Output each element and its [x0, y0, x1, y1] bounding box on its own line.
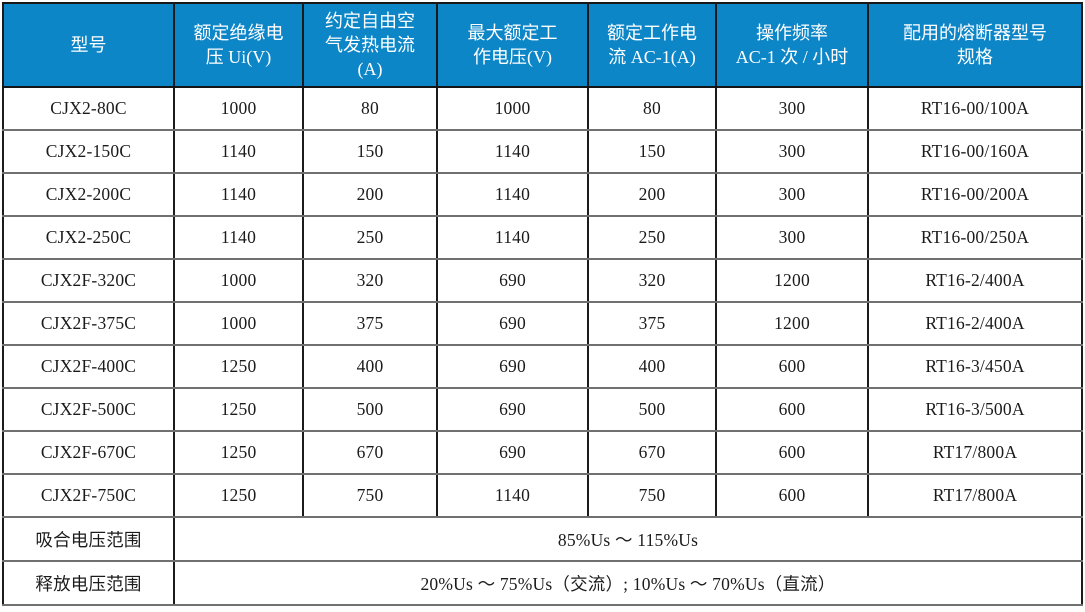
- cell-max-voltage: 1140: [436, 172, 589, 217]
- cell-max-voltage: 1140: [436, 129, 589, 174]
- cell-fuse: RT17/800A: [867, 473, 1083, 518]
- cell-insulation-voltage: 1140: [173, 129, 304, 174]
- cell-max-voltage: 690: [436, 430, 589, 475]
- cell-frequency: 600: [715, 387, 869, 432]
- table-row: CJX2F-320C 1000 320 690 320 1200 RT16-2/…: [2, 258, 1083, 303]
- cell-frequency: 600: [715, 430, 869, 475]
- cell-working-current: 250: [587, 215, 717, 260]
- cell-model: CJX2-150C: [2, 129, 175, 174]
- cell-thermal-current: 670: [302, 430, 438, 475]
- cell-max-voltage: 1140: [436, 473, 589, 518]
- cell-working-current: 400: [587, 344, 717, 389]
- cell-working-current: 320: [587, 258, 717, 303]
- cell-working-current: 670: [587, 430, 717, 475]
- cell-frequency: 300: [715, 86, 869, 131]
- cell-thermal-current: 80: [302, 86, 438, 131]
- cell-max-voltage: 1140: [436, 215, 589, 260]
- column-header-model: 型号: [2, 2, 175, 88]
- column-header-max-working-voltage: 最大额定工 作电压(V): [436, 2, 589, 88]
- release-voltage-value: 20%Us ～ 75%Us（交流）; 10%Us ～ 70%Us（直流）: [173, 560, 1083, 606]
- cell-frequency: 300: [715, 215, 869, 260]
- cell-max-voltage: 690: [436, 301, 589, 346]
- cell-frequency: 600: [715, 473, 869, 518]
- cell-thermal-current: 500: [302, 387, 438, 432]
- table-header: 型号 额定绝缘电 压 Ui(V) 约定自由空 气发热电流 (A) 最大额定工 作…: [2, 2, 1083, 88]
- cell-model: CJX2F-750C: [2, 473, 175, 518]
- cell-thermal-current: 200: [302, 172, 438, 217]
- table-row: CJX2F-375C 1000 375 690 375 1200 RT16-2/…: [2, 301, 1083, 346]
- column-header-rated-working-current: 额定工作电 流 AC-1(A): [587, 2, 717, 88]
- table-row: CJX2F-500C 1250 500 690 500 600 RT16-3/5…: [2, 387, 1083, 432]
- cell-insulation-voltage: 1250: [173, 344, 304, 389]
- cell-fuse: RT16-2/400A: [867, 258, 1083, 303]
- cell-model: CJX2F-400C: [2, 344, 175, 389]
- cell-working-current: 500: [587, 387, 717, 432]
- cell-fuse: RT16-00/200A: [867, 172, 1083, 217]
- column-header-operating-frequency: 操作频率 AC-1 次 / 小时: [715, 2, 869, 88]
- cell-model: CJX2-200C: [2, 172, 175, 217]
- cell-fuse: RT17/800A: [867, 430, 1083, 475]
- cell-fuse: RT16-3/450A: [867, 344, 1083, 389]
- cell-thermal-current: 320: [302, 258, 438, 303]
- table-row: CJX2-250C 1140 250 1140 250 300 RT16-00/…: [2, 215, 1083, 260]
- table-row: CJX2-80C 1000 80 1000 80 300 RT16-00/100…: [2, 86, 1083, 131]
- release-voltage-row: 释放电压范围 20%Us ～ 75%Us（交流）; 10%Us ～ 70%Us（…: [2, 560, 1083, 606]
- release-voltage-label: 释放电压范围: [2, 560, 175, 606]
- cell-model: CJX2F-375C: [2, 301, 175, 346]
- cell-insulation-voltage: 1250: [173, 387, 304, 432]
- cell-working-current: 80: [587, 86, 717, 131]
- cell-frequency: 1200: [715, 301, 869, 346]
- table-row: CJX2-200C 1140 200 1140 200 300 RT16-00/…: [2, 172, 1083, 217]
- cell-frequency: 300: [715, 172, 869, 217]
- cell-max-voltage: 690: [436, 258, 589, 303]
- cell-max-voltage: 690: [436, 344, 589, 389]
- cell-max-voltage: 1000: [436, 86, 589, 131]
- column-header-conventional-thermal-current: 约定自由空 气发热电流 (A): [302, 2, 438, 88]
- pickup-voltage-value: 85%Us ～ 115%Us: [173, 516, 1083, 562]
- cell-thermal-current: 250: [302, 215, 438, 260]
- cell-max-voltage: 690: [436, 387, 589, 432]
- cell-model: CJX2-80C: [2, 86, 175, 131]
- cell-model: CJX2F-670C: [2, 430, 175, 475]
- header-row: 型号 额定绝缘电 压 Ui(V) 约定自由空 气发热电流 (A) 最大额定工 作…: [2, 2, 1083, 88]
- cell-frequency: 1200: [715, 258, 869, 303]
- cell-model: CJX2F-500C: [2, 387, 175, 432]
- cell-frequency: 600: [715, 344, 869, 389]
- cell-thermal-current: 375: [302, 301, 438, 346]
- cell-insulation-voltage: 1140: [173, 215, 304, 260]
- table-body: CJX2-80C 1000 80 1000 80 300 RT16-00/100…: [2, 86, 1083, 606]
- table-row: CJX2F-750C 1250 750 1140 750 600 RT17/80…: [2, 473, 1083, 518]
- cell-fuse: RT16-00/100A: [867, 86, 1083, 131]
- cell-insulation-voltage: 1250: [173, 473, 304, 518]
- cell-thermal-current: 150: [302, 129, 438, 174]
- cell-thermal-current: 750: [302, 473, 438, 518]
- cell-working-current: 200: [587, 172, 717, 217]
- cell-fuse: RT16-3/500A: [867, 387, 1083, 432]
- cell-working-current: 750: [587, 473, 717, 518]
- cell-working-current: 375: [587, 301, 717, 346]
- column-header-rated-insulation-voltage: 额定绝缘电 压 Ui(V): [173, 2, 304, 88]
- cell-fuse: RT16-2/400A: [867, 301, 1083, 346]
- cell-insulation-voltage: 1000: [173, 258, 304, 303]
- table-row: CJX2F-400C 1250 400 690 400 600 RT16-3/4…: [2, 344, 1083, 389]
- pickup-voltage-label: 吸合电压范围: [2, 516, 175, 562]
- cell-insulation-voltage: 1250: [173, 430, 304, 475]
- cell-frequency: 300: [715, 129, 869, 174]
- cell-insulation-voltage: 1000: [173, 86, 304, 131]
- cell-fuse: RT16-00/160A: [867, 129, 1083, 174]
- pickup-voltage-row: 吸合电压范围 85%Us ～ 115%Us: [2, 516, 1083, 562]
- table-row: CJX2-150C 1140 150 1140 150 300 RT16-00/…: [2, 129, 1083, 174]
- cell-insulation-voltage: 1140: [173, 172, 304, 217]
- cell-model: CJX2-250C: [2, 215, 175, 260]
- cell-model: CJX2F-320C: [2, 258, 175, 303]
- table-row: CJX2F-670C 1250 670 690 670 600 RT17/800…: [2, 430, 1083, 475]
- cell-working-current: 150: [587, 129, 717, 174]
- column-header-fuse-spec: 配用的熔断器型号 规格: [867, 2, 1083, 88]
- cell-fuse: RT16-00/250A: [867, 215, 1083, 260]
- cell-insulation-voltage: 1000: [173, 301, 304, 346]
- cell-thermal-current: 400: [302, 344, 438, 389]
